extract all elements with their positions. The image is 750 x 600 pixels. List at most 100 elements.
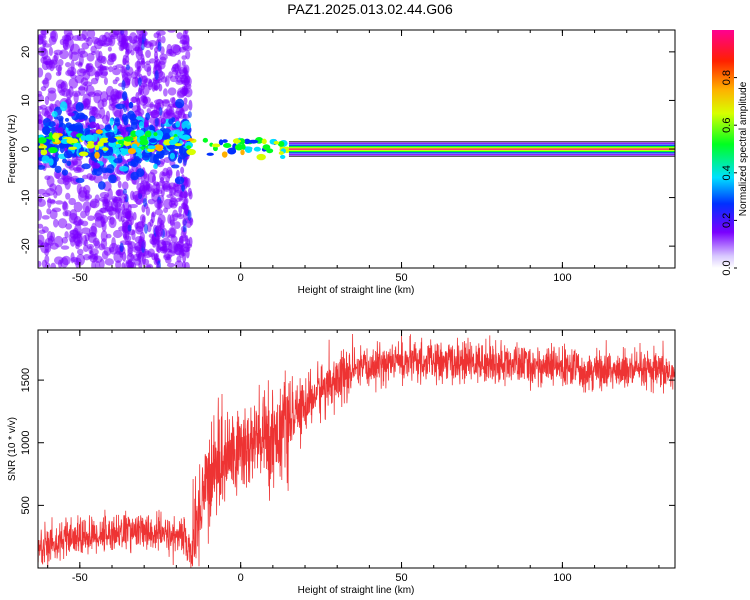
heat-cell bbox=[126, 78, 131, 86]
heat-cell bbox=[78, 86, 86, 91]
heat-cell bbox=[126, 252, 135, 262]
heat-cell bbox=[179, 145, 184, 155]
heat-cell bbox=[42, 55, 51, 65]
heat-cell bbox=[238, 138, 246, 145]
heat-cell bbox=[168, 242, 173, 253]
heat-cell bbox=[95, 50, 101, 61]
heat-cell bbox=[73, 167, 82, 174]
heat-cell bbox=[121, 203, 126, 215]
heat-cell bbox=[127, 148, 136, 155]
heat-cell bbox=[151, 174, 156, 185]
heat-cell bbox=[38, 110, 42, 117]
heat-cell bbox=[100, 230, 108, 242]
heat-cell bbox=[93, 212, 103, 222]
heat-cell bbox=[140, 84, 145, 91]
heat-cell bbox=[134, 75, 139, 87]
heat-cell bbox=[234, 144, 244, 151]
heat-cell bbox=[169, 139, 177, 146]
heat-cell bbox=[130, 118, 139, 125]
heat-cell bbox=[183, 127, 188, 134]
heat-cell bbox=[261, 138, 267, 145]
heat-cell bbox=[51, 110, 58, 118]
heat-cell bbox=[93, 38, 103, 50]
heat-cell bbox=[94, 144, 100, 151]
heat-cell bbox=[160, 117, 166, 125]
heat-cell bbox=[64, 231, 69, 239]
colorbar-tick-label: 0.2 bbox=[721, 213, 733, 228]
heat-cell bbox=[104, 258, 115, 266]
heat-cell bbox=[74, 61, 83, 66]
heat-cell bbox=[277, 141, 285, 147]
heat-cell bbox=[113, 229, 123, 239]
heat-cell bbox=[44, 95, 50, 106]
heat-cell bbox=[180, 244, 185, 257]
heat-cell bbox=[107, 188, 113, 201]
heat-cell bbox=[182, 45, 193, 52]
heat-cell bbox=[248, 139, 259, 144]
heat-cell bbox=[176, 255, 182, 263]
heat-cell bbox=[53, 256, 64, 265]
heat-cell bbox=[99, 63, 104, 76]
heat-cell bbox=[66, 160, 72, 166]
heat-cell bbox=[112, 145, 119, 154]
heat-cell bbox=[134, 222, 139, 230]
heat-cell bbox=[91, 162, 101, 169]
heat-cell bbox=[182, 218, 187, 227]
heat-cell bbox=[94, 260, 101, 268]
colorbar bbox=[712, 30, 734, 268]
heat-cell bbox=[54, 165, 62, 174]
heat-cell bbox=[149, 58, 156, 64]
heat-cell bbox=[107, 54, 116, 63]
heat-cell bbox=[87, 232, 97, 243]
heat-cell bbox=[64, 62, 71, 68]
bottom-xtick-label: 0 bbox=[238, 572, 244, 584]
heat-cell bbox=[137, 87, 142, 96]
heat-cell bbox=[109, 246, 115, 253]
heat-cell bbox=[183, 97, 188, 105]
heat-cell bbox=[41, 215, 50, 220]
heat-cell bbox=[127, 258, 133, 268]
heat-cell bbox=[82, 70, 91, 81]
top-ytick-label: -20 bbox=[20, 238, 32, 254]
heat-cell bbox=[94, 71, 101, 78]
heat-cell bbox=[122, 229, 127, 239]
heat-cell bbox=[142, 239, 147, 249]
heat-cell bbox=[94, 240, 101, 249]
heat-cell bbox=[141, 254, 146, 266]
top-ylabel: Frequency (Hz) bbox=[7, 115, 18, 184]
heat-cell bbox=[139, 238, 144, 249]
heat-cell bbox=[94, 151, 100, 159]
heat-cell bbox=[58, 117, 64, 127]
snr-line bbox=[38, 333, 675, 568]
heat-cell bbox=[151, 234, 156, 243]
heat-cell bbox=[130, 130, 137, 138]
heat-cell bbox=[38, 35, 44, 45]
heat-cell bbox=[157, 41, 162, 52]
heat-cell bbox=[262, 144, 271, 151]
heat-cell bbox=[117, 189, 122, 197]
heat-cell bbox=[71, 35, 82, 41]
heat-cell bbox=[77, 248, 84, 255]
heat-cell bbox=[183, 189, 188, 199]
heat-cell bbox=[182, 30, 187, 39]
heat-cell bbox=[38, 223, 44, 229]
heat-cell bbox=[73, 215, 82, 227]
heat-cell bbox=[111, 236, 116, 249]
heat-cell bbox=[130, 171, 139, 181]
heat-cell bbox=[86, 52, 95, 62]
heat-cell bbox=[113, 124, 118, 135]
heat-cell bbox=[136, 30, 141, 35]
heat-cell bbox=[120, 215, 125, 223]
top-xtick-label: 50 bbox=[395, 272, 407, 284]
heat-cell bbox=[40, 149, 48, 156]
heat-cell bbox=[89, 200, 97, 209]
heat-cell bbox=[244, 138, 251, 145]
heat-cell bbox=[183, 84, 188, 97]
heat-cell bbox=[181, 134, 191, 141]
heat-cell bbox=[121, 262, 126, 268]
heat-cell bbox=[108, 66, 113, 73]
heat-cell bbox=[185, 247, 190, 259]
heat-cell bbox=[55, 200, 64, 205]
heat-cell bbox=[90, 222, 97, 235]
heat-cell bbox=[41, 259, 48, 268]
